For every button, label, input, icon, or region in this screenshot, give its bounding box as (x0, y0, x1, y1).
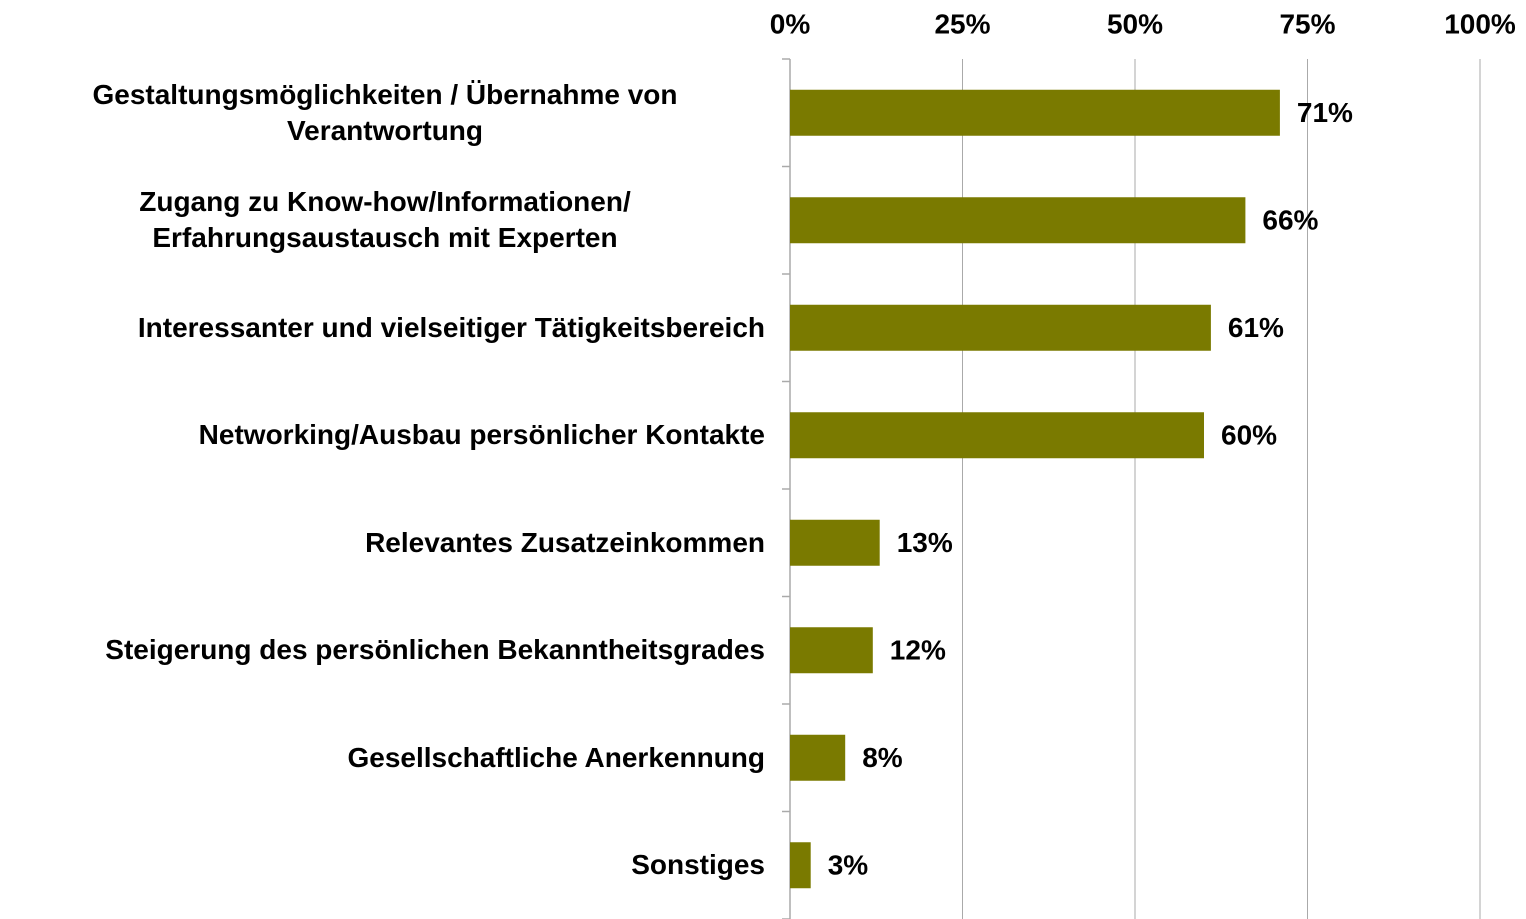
value-label: 66% (1262, 205, 1318, 236)
bar (790, 519, 880, 566)
value-label: 13% (897, 527, 953, 558)
category-label: Steigerung des persönlichen Bekanntheits… (105, 634, 765, 666)
bar (790, 627, 873, 674)
x-tick-label: 0% (770, 8, 811, 39)
value-label: 3% (828, 850, 869, 881)
x-tick-label: 50% (1107, 8, 1163, 39)
value-label: 8% (862, 742, 903, 773)
bar (790, 842, 811, 889)
bar (790, 89, 1280, 136)
category-label: Interessanter und vielseitiger Tätigkeit… (137, 311, 765, 343)
value-label: 12% (890, 635, 946, 666)
x-tick-label: 25% (934, 8, 990, 39)
category-label: Sonstiges (631, 849, 765, 881)
category-label: Networking/Ausbau persönlicher Kontakte (198, 419, 765, 451)
category-label: Relevantes Zusatzeinkommen (365, 526, 765, 558)
value-label: 60% (1221, 420, 1277, 451)
value-label: 71% (1297, 97, 1353, 128)
value-label: 61% (1228, 312, 1284, 343)
bar (790, 304, 1211, 351)
x-tick-label: 100% (1444, 8, 1516, 39)
bar (790, 412, 1204, 459)
category-label: Zugang zu Know-how/Informationen/ Erfahr… (139, 186, 631, 254)
category-label: Gestaltungsmöglichkeiten / Übernahme von… (92, 78, 678, 146)
x-tick-label: 75% (1279, 8, 1335, 39)
category-label: Gesellschaftliche Anerkennung (347, 741, 765, 773)
bar (790, 197, 1246, 244)
bar (790, 734, 846, 781)
